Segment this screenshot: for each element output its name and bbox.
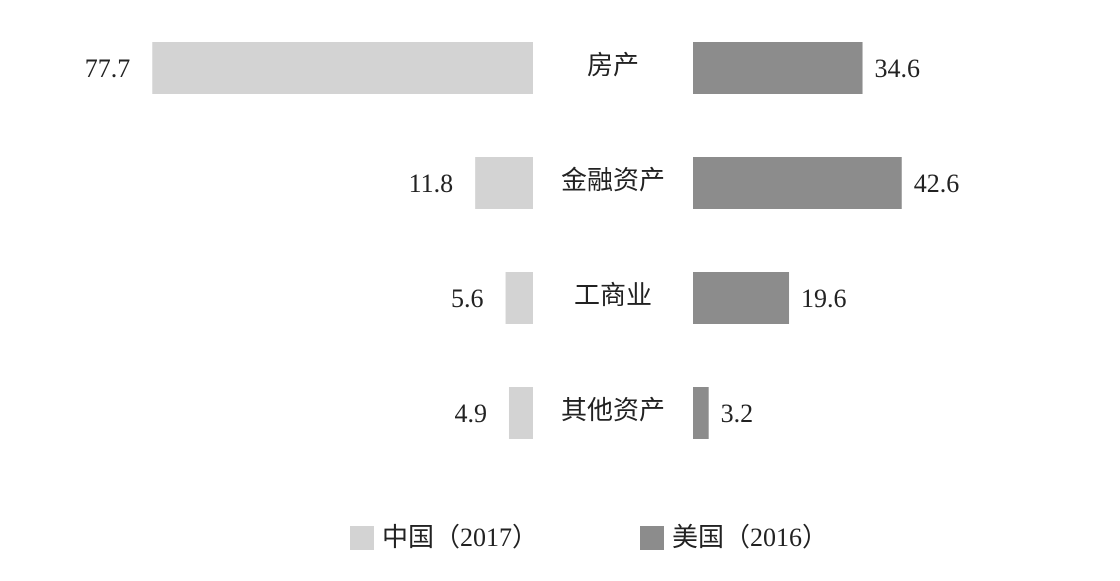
bar — [152, 42, 533, 94]
value-label: 11.8 — [409, 169, 454, 198]
value-label: 42.6 — [914, 169, 960, 198]
value-label: 4.9 — [454, 399, 487, 428]
legend-swatch — [640, 526, 664, 550]
bar — [508, 387, 533, 439]
category-label: 工商业 — [574, 281, 652, 310]
value-label: 5.6 — [451, 284, 484, 313]
bar — [505, 272, 533, 324]
category-label: 其他资产 — [561, 396, 665, 425]
value-label: 34.6 — [875, 54, 921, 83]
value-label: 3.2 — [721, 399, 754, 428]
value-label: 77.7 — [85, 54, 131, 83]
legend-label: 美国（2016） — [672, 523, 828, 552]
bar — [475, 157, 533, 209]
bar — [693, 42, 863, 94]
bar — [693, 272, 790, 324]
legend-swatch — [350, 526, 374, 550]
category-label: 房产 — [587, 51, 639, 80]
bar — [693, 387, 709, 439]
legend-label: 中国（2017） — [382, 523, 538, 552]
category-label: 金融资产 — [561, 166, 665, 195]
bar — [693, 157, 902, 209]
value-label: 19.6 — [801, 284, 847, 313]
